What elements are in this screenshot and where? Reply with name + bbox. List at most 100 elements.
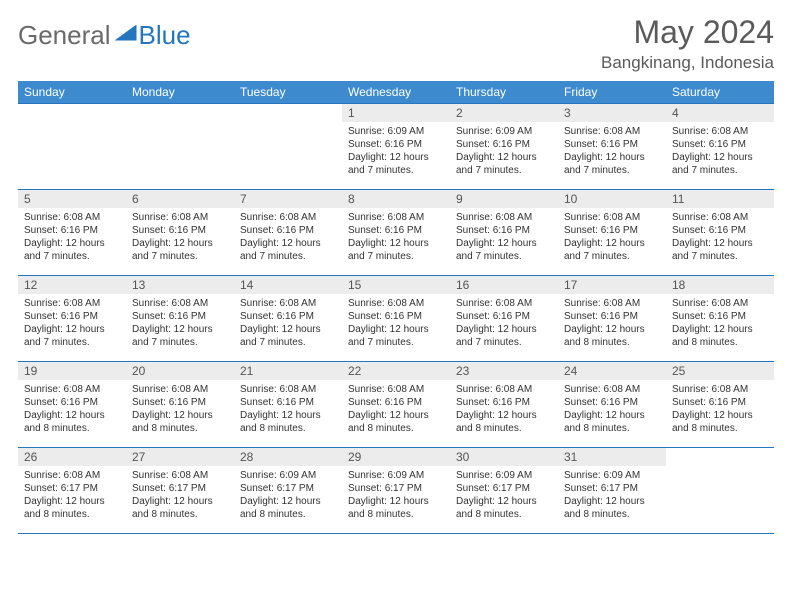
calendar-day-cell: 2Sunrise: 6:09 AMSunset: 6:16 PMDaylight… xyxy=(450,104,558,190)
sunrise-text: Sunrise: 6:09 AM xyxy=(564,469,660,482)
calendar-day-cell: 25Sunrise: 6:08 AMSunset: 6:16 PMDayligh… xyxy=(666,362,774,448)
daylight-text: Daylight: 12 hours and 8 minutes. xyxy=(348,409,444,435)
calendar-day-cell: 27Sunrise: 6:08 AMSunset: 6:17 PMDayligh… xyxy=(126,448,234,534)
day-number: 3 xyxy=(558,104,666,122)
day-details: Sunrise: 6:08 AMSunset: 6:17 PMDaylight:… xyxy=(18,466,126,525)
day-number: 19 xyxy=(18,362,126,380)
sunrise-text: Sunrise: 6:08 AM xyxy=(348,383,444,396)
daylight-text: Daylight: 12 hours and 8 minutes. xyxy=(564,323,660,349)
day-details: Sunrise: 6:08 AMSunset: 6:16 PMDaylight:… xyxy=(558,122,666,181)
calendar-day-cell: 21Sunrise: 6:08 AMSunset: 6:16 PMDayligh… xyxy=(234,362,342,448)
sunset-text: Sunset: 6:17 PM xyxy=(348,482,444,495)
sunset-text: Sunset: 6:16 PM xyxy=(564,310,660,323)
calendar-day-cell xyxy=(18,104,126,190)
day-number: 7 xyxy=(234,190,342,208)
calendar-day-cell: 20Sunrise: 6:08 AMSunset: 6:16 PMDayligh… xyxy=(126,362,234,448)
day-details: Sunrise: 6:08 AMSunset: 6:16 PMDaylight:… xyxy=(450,294,558,353)
logo: General Blue xyxy=(18,20,191,51)
calendar-day-cell: 14Sunrise: 6:08 AMSunset: 6:16 PMDayligh… xyxy=(234,276,342,362)
day-details: Sunrise: 6:09 AMSunset: 6:17 PMDaylight:… xyxy=(234,466,342,525)
calendar-day-cell xyxy=(666,448,774,534)
sunrise-text: Sunrise: 6:08 AM xyxy=(24,211,120,224)
day-number: 9 xyxy=(450,190,558,208)
day-details: Sunrise: 6:08 AMSunset: 6:16 PMDaylight:… xyxy=(666,122,774,181)
day-number: 30 xyxy=(450,448,558,466)
daylight-text: Daylight: 12 hours and 8 minutes. xyxy=(348,495,444,521)
sunrise-text: Sunrise: 6:08 AM xyxy=(240,383,336,396)
day-details: Sunrise: 6:08 AMSunset: 6:16 PMDaylight:… xyxy=(18,208,126,267)
sunset-text: Sunset: 6:16 PM xyxy=(348,396,444,409)
weekday-header: Thursday xyxy=(450,81,558,104)
sunset-text: Sunset: 6:16 PM xyxy=(132,396,228,409)
calendar-day-cell: 6Sunrise: 6:08 AMSunset: 6:16 PMDaylight… xyxy=(126,190,234,276)
calendar-day-cell: 26Sunrise: 6:08 AMSunset: 6:17 PMDayligh… xyxy=(18,448,126,534)
day-number: 18 xyxy=(666,276,774,294)
daylight-text: Daylight: 12 hours and 7 minutes. xyxy=(348,323,444,349)
day-details: Sunrise: 6:08 AMSunset: 6:16 PMDaylight:… xyxy=(558,294,666,353)
daylight-text: Daylight: 12 hours and 7 minutes. xyxy=(24,237,120,263)
daylight-text: Daylight: 12 hours and 8 minutes. xyxy=(564,409,660,435)
day-number: 29 xyxy=(342,448,450,466)
sunset-text: Sunset: 6:16 PM xyxy=(348,310,444,323)
calendar-day-cell: 11Sunrise: 6:08 AMSunset: 6:16 PMDayligh… xyxy=(666,190,774,276)
sunset-text: Sunset: 6:16 PM xyxy=(672,224,768,237)
sunrise-text: Sunrise: 6:08 AM xyxy=(240,297,336,310)
sunset-text: Sunset: 6:16 PM xyxy=(672,310,768,323)
day-details: Sunrise: 6:08 AMSunset: 6:16 PMDaylight:… xyxy=(126,208,234,267)
daylight-text: Daylight: 12 hours and 8 minutes. xyxy=(456,409,552,435)
calendar-day-cell: 4Sunrise: 6:08 AMSunset: 6:16 PMDaylight… xyxy=(666,104,774,190)
day-number: 4 xyxy=(666,104,774,122)
logo-text-2: Blue xyxy=(139,20,191,51)
daylight-text: Daylight: 12 hours and 7 minutes. xyxy=(672,237,768,263)
sunrise-text: Sunrise: 6:08 AM xyxy=(348,211,444,224)
day-details: Sunrise: 6:08 AMSunset: 6:16 PMDaylight:… xyxy=(126,294,234,353)
sunset-text: Sunset: 6:16 PM xyxy=(24,224,120,237)
day-number: 13 xyxy=(126,276,234,294)
sunset-text: Sunset: 6:16 PM xyxy=(348,224,444,237)
sunset-text: Sunset: 6:16 PM xyxy=(672,396,768,409)
sunrise-text: Sunrise: 6:08 AM xyxy=(24,469,120,482)
daylight-text: Daylight: 12 hours and 8 minutes. xyxy=(132,495,228,521)
calendar-day-cell: 1Sunrise: 6:09 AMSunset: 6:16 PMDaylight… xyxy=(342,104,450,190)
day-number: 27 xyxy=(126,448,234,466)
daylight-text: Daylight: 12 hours and 8 minutes. xyxy=(456,495,552,521)
calendar-day-cell: 24Sunrise: 6:08 AMSunset: 6:16 PMDayligh… xyxy=(558,362,666,448)
calendar-day-cell: 7Sunrise: 6:08 AMSunset: 6:16 PMDaylight… xyxy=(234,190,342,276)
sunrise-text: Sunrise: 6:08 AM xyxy=(456,297,552,310)
month-title: May 2024 xyxy=(601,14,774,51)
daylight-text: Daylight: 12 hours and 7 minutes. xyxy=(348,151,444,177)
day-number: 1 xyxy=(342,104,450,122)
day-details: Sunrise: 6:08 AMSunset: 6:16 PMDaylight:… xyxy=(126,380,234,439)
sunset-text: Sunset: 6:16 PM xyxy=(24,310,120,323)
daylight-text: Daylight: 12 hours and 7 minutes. xyxy=(348,237,444,263)
day-number: 20 xyxy=(126,362,234,380)
day-number: 24 xyxy=(558,362,666,380)
day-number: 2 xyxy=(450,104,558,122)
sunset-text: Sunset: 6:16 PM xyxy=(456,138,552,151)
sunset-text: Sunset: 6:16 PM xyxy=(240,224,336,237)
weekday-header-row: Sunday Monday Tuesday Wednesday Thursday… xyxy=(18,81,774,104)
sunset-text: Sunset: 6:17 PM xyxy=(456,482,552,495)
sunset-text: Sunset: 6:16 PM xyxy=(456,224,552,237)
day-details: Sunrise: 6:08 AMSunset: 6:16 PMDaylight:… xyxy=(450,380,558,439)
calendar-day-cell: 30Sunrise: 6:09 AMSunset: 6:17 PMDayligh… xyxy=(450,448,558,534)
sunrise-text: Sunrise: 6:08 AM xyxy=(132,297,228,310)
weekday-header: Sunday xyxy=(18,81,126,104)
calendar-week-row: 19Sunrise: 6:08 AMSunset: 6:16 PMDayligh… xyxy=(18,362,774,448)
day-details: Sunrise: 6:08 AMSunset: 6:16 PMDaylight:… xyxy=(18,380,126,439)
calendar-table: Sunday Monday Tuesday Wednesday Thursday… xyxy=(18,81,774,534)
calendar-day-cell: 10Sunrise: 6:08 AMSunset: 6:16 PMDayligh… xyxy=(558,190,666,276)
daylight-text: Daylight: 12 hours and 7 minutes. xyxy=(132,237,228,263)
day-details: Sunrise: 6:08 AMSunset: 6:16 PMDaylight:… xyxy=(234,294,342,353)
day-details: Sunrise: 6:08 AMSunset: 6:16 PMDaylight:… xyxy=(558,380,666,439)
daylight-text: Daylight: 12 hours and 7 minutes. xyxy=(564,151,660,177)
calendar-week-row: 1Sunrise: 6:09 AMSunset: 6:16 PMDaylight… xyxy=(18,104,774,190)
logo-triangle-icon xyxy=(115,25,137,41)
daylight-text: Daylight: 12 hours and 7 minutes. xyxy=(564,237,660,263)
sunset-text: Sunset: 6:17 PM xyxy=(564,482,660,495)
day-number: 23 xyxy=(450,362,558,380)
day-number: 21 xyxy=(234,362,342,380)
day-number: 14 xyxy=(234,276,342,294)
calendar-day-cell: 31Sunrise: 6:09 AMSunset: 6:17 PMDayligh… xyxy=(558,448,666,534)
location: Bangkinang, Indonesia xyxy=(601,53,774,73)
